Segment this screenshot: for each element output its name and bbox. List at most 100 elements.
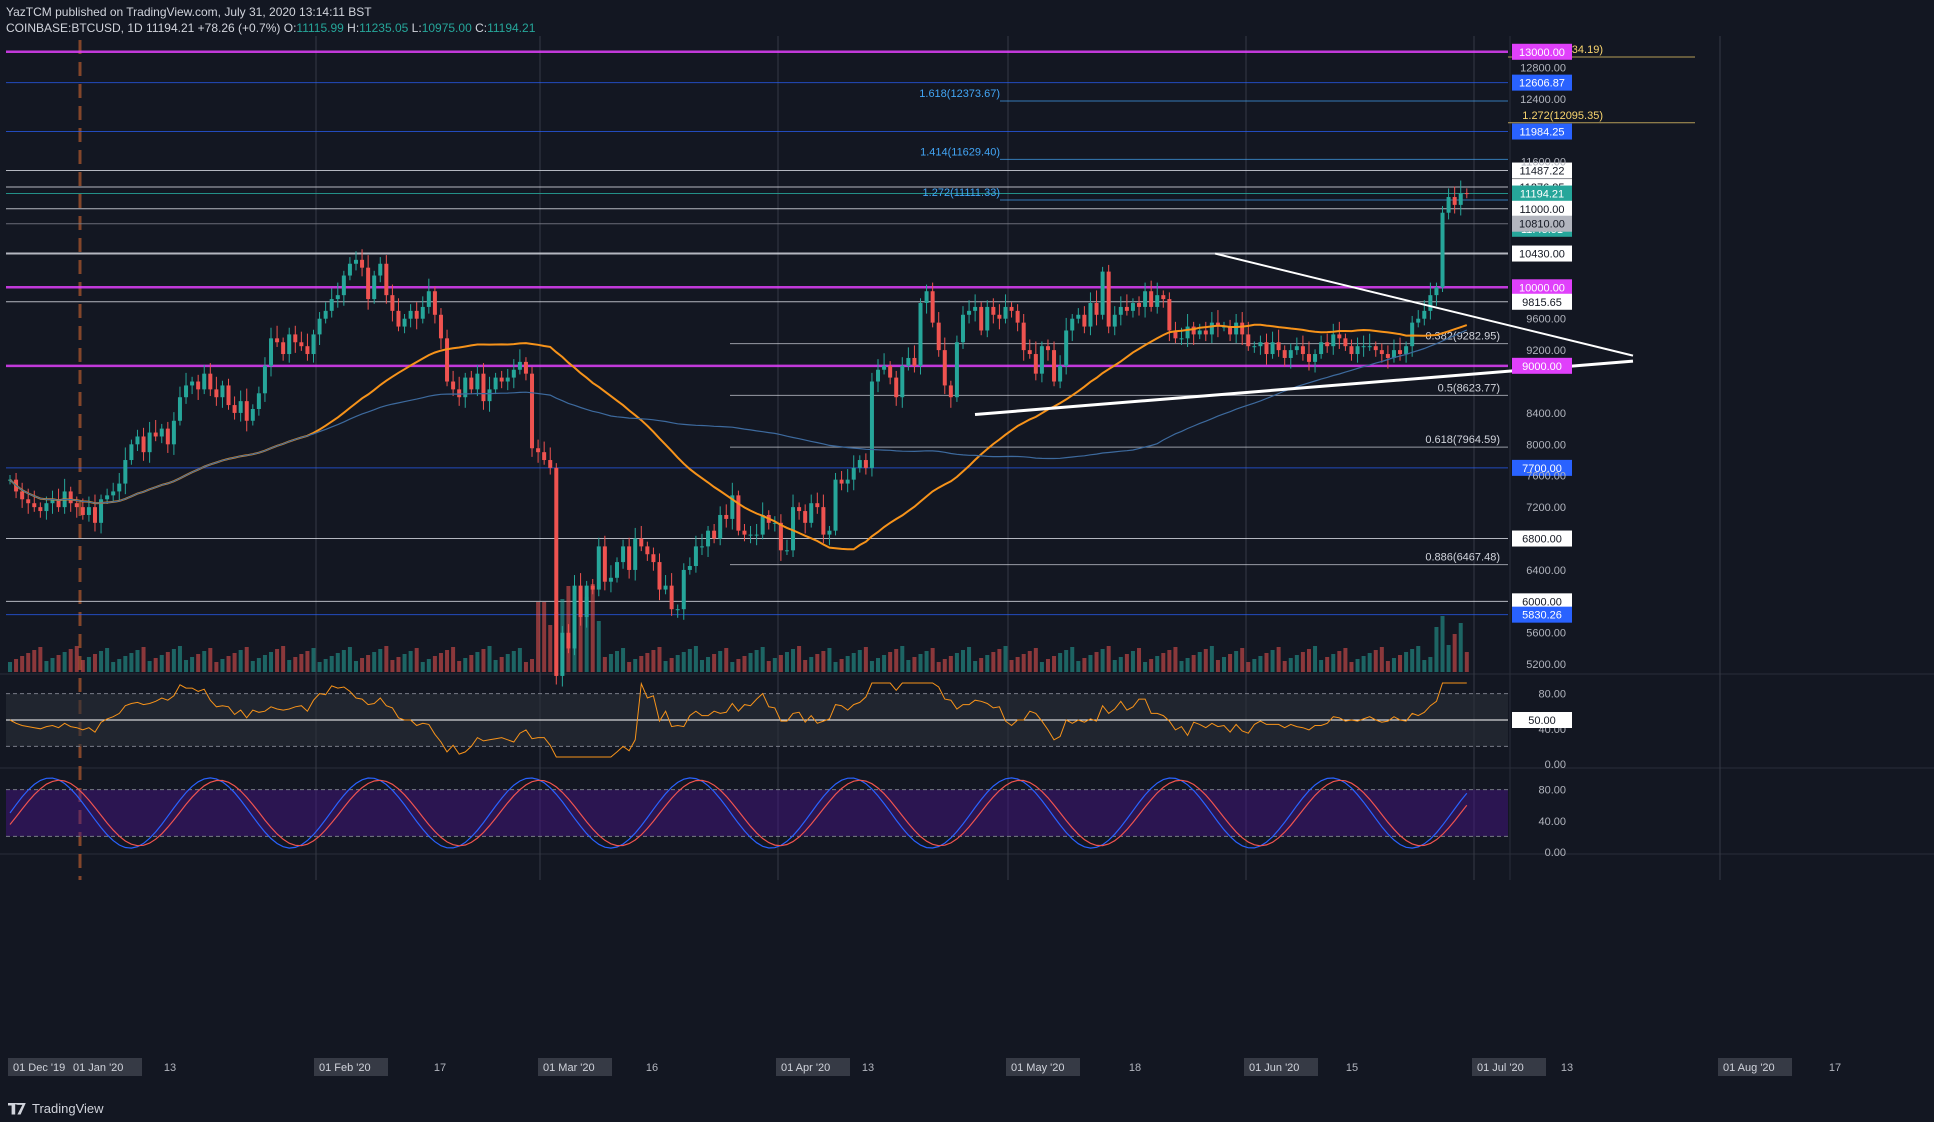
- candle-body: [742, 530, 747, 535]
- candle-body: [1015, 310, 1020, 323]
- fib-label: 1.272(12095.35): [1522, 110, 1603, 122]
- candle-body: [1294, 346, 1299, 351]
- candle-body: [1464, 193, 1469, 195]
- volume-bar: [985, 655, 990, 672]
- volume-bar: [578, 610, 583, 672]
- volume-bar: [542, 602, 547, 672]
- candle-body: [311, 334, 316, 355]
- volume-bar: [1197, 652, 1202, 672]
- volume-bar: [438, 653, 443, 672]
- candle-body: [432, 291, 437, 315]
- descending-trendline: [1214, 252, 1634, 357]
- fib-label: 0.886(6467.48): [1425, 552, 1500, 564]
- candle-body: [1458, 193, 1463, 205]
- candle-body: [1003, 306, 1008, 319]
- price-label-box: [1512, 530, 1572, 547]
- candle-body: [1428, 295, 1433, 311]
- volume-bar: [1215, 660, 1220, 672]
- volume-bar: [530, 659, 535, 672]
- price-tick-label: 7200.00: [1526, 502, 1566, 514]
- volume-bar: [26, 653, 31, 672]
- close-label: C:: [475, 21, 488, 35]
- volume-bar: [615, 651, 619, 672]
- volume-bar: [730, 662, 735, 672]
- volume-bar: [821, 651, 826, 672]
- candle-body: [1064, 330, 1069, 366]
- candle-body: [1240, 322, 1245, 335]
- volume-bar: [475, 652, 480, 672]
- candle-body: [797, 507, 802, 512]
- x-tick-box: [1006, 1058, 1080, 1076]
- candle-body: [985, 306, 990, 331]
- volume-bar: [384, 646, 389, 672]
- candle-body: [663, 585, 668, 590]
- candle-body: [1300, 346, 1305, 355]
- volume-bar: [86, 657, 91, 672]
- volume-bar: [1106, 646, 1111, 672]
- volume-bar: [353, 661, 358, 672]
- candle-body: [20, 491, 25, 500]
- candle-body: [736, 495, 741, 531]
- volume-bar: [32, 650, 37, 672]
- x-tick-label: 15: [1346, 1062, 1358, 1074]
- volume-bar: [117, 659, 122, 672]
- volume-bar: [960, 650, 965, 672]
- stoch-k-line: [9, 777, 1468, 849]
- price-label-text: 6000.00: [1522, 596, 1562, 608]
- candle-body: [578, 585, 583, 618]
- candle-body: [894, 377, 899, 398]
- volume-bar: [1173, 647, 1178, 672]
- volume-bar: [536, 602, 541, 672]
- volume-bar: [1282, 661, 1287, 672]
- candle-body: [347, 263, 352, 276]
- stoch-tick-label: 80.00: [1538, 785, 1566, 797]
- volume-bar: [1228, 654, 1233, 672]
- volume-bar: [1027, 651, 1032, 672]
- candle-body: [1027, 350, 1032, 355]
- volume-bar: [299, 654, 304, 672]
- candle-body: [693, 546, 698, 567]
- rsi-tick-label: 80.00: [1538, 689, 1566, 701]
- volume-bar: [1379, 647, 1384, 672]
- candle-body: [220, 385, 225, 398]
- volume-bar: [639, 656, 644, 672]
- tradingview-brand: TradingView: [32, 1101, 104, 1116]
- volume-bar: [584, 597, 589, 672]
- candle-body: [74, 503, 79, 508]
- candle-body: [275, 338, 280, 343]
- candle-body: [639, 538, 644, 547]
- volume-bar: [62, 652, 67, 672]
- volume-bar: [445, 650, 450, 672]
- volume-bar: [633, 659, 638, 672]
- volume-bar: [1143, 662, 1148, 672]
- candle-body: [1452, 197, 1457, 205]
- volume-bar: [882, 655, 887, 672]
- volume-bar: [973, 661, 978, 672]
- volume-bar: [184, 660, 189, 672]
- candle-body: [1440, 212, 1445, 288]
- volume-bar: [657, 647, 662, 672]
- volume-bar: [1246, 662, 1251, 672]
- candle-body: [778, 522, 783, 551]
- candle-body: [402, 318, 407, 327]
- volume-bar: [1161, 653, 1166, 672]
- stoch-d-line: [9, 779, 1468, 847]
- candle-body: [1343, 338, 1348, 347]
- candle-body: [1337, 334, 1342, 339]
- candle-body: [530, 373, 535, 449]
- volume-bar: [784, 652, 789, 672]
- candle-body: [1276, 342, 1281, 351]
- symbol-label: COINBASE:BTCUSD, 1D: [6, 21, 143, 35]
- volume-bar: [14, 659, 19, 672]
- candle-body: [269, 338, 274, 366]
- volume-bar: [1149, 659, 1154, 672]
- volume-bar: [250, 661, 255, 672]
- volume-bar: [900, 646, 905, 672]
- volume-bar: [942, 659, 947, 672]
- volume-bar: [378, 649, 383, 672]
- tradingview-logo[interactable]: TradingView: [8, 1101, 104, 1116]
- volume-bar: [402, 654, 407, 672]
- candle-body: [791, 507, 796, 551]
- price-tick-label: 9600.00: [1526, 314, 1566, 326]
